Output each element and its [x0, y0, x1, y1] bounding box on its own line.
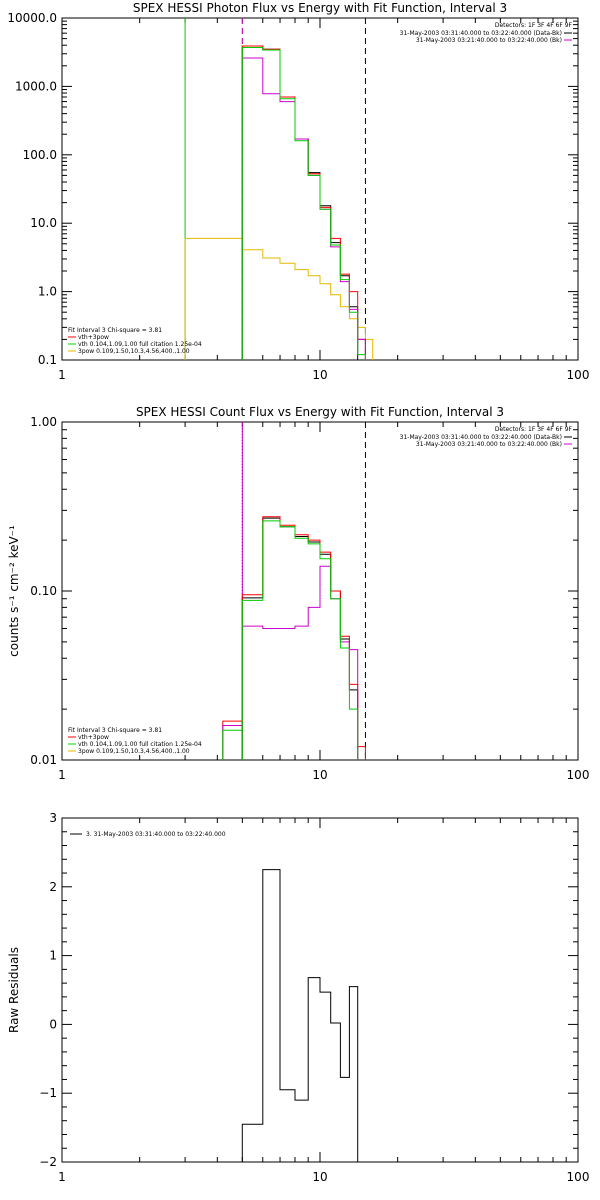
series-step	[241, 869, 366, 1163]
legend-entry: vth 0.104,1.09,1.00 full citation 1.25e-…	[78, 741, 202, 748]
y-tick-label: 1000.0	[15, 79, 57, 93]
x-tick-label: 100	[567, 768, 590, 782]
y-tick-label: 0.10	[30, 584, 57, 598]
y-tick-label: 10000.0	[7, 11, 57, 25]
y-tick-label: 3	[49, 811, 57, 825]
series-step	[241, 565, 359, 760]
series-step	[241, 45, 359, 360]
series-step	[241, 517, 359, 760]
legend-entry: vth+3pow	[78, 734, 109, 741]
legend-entry: 3pow 0.109,1.50,10.3,4.56,400.,1.00	[78, 748, 190, 755]
series-step	[222, 720, 243, 760]
y-tick-label: −2	[39, 1155, 57, 1169]
series-step	[241, 520, 359, 760]
x-tick-label: 1	[58, 368, 66, 382]
legend-entry: 3pow 0.109,1.50,10.3,4.56,400.,1.00	[78, 348, 190, 355]
series-step	[241, 47, 366, 360]
info-entry: 31-May-2003 03:31:40.000 to 03:22:40.000…	[400, 434, 562, 441]
series-step	[184, 237, 374, 360]
info-entry: 31-May-2003 03:21:40.000 to 03:22:40.000…	[416, 37, 562, 44]
detectors-label: Detectors: 1F 3F 4F 6F 9F	[495, 22, 573, 29]
x-tick-label: 1	[58, 1170, 66, 1184]
panel-2: SPEX HESSI Count Flux vs Energy with Fit…	[7, 405, 589, 782]
y-tick-label: 1	[49, 949, 57, 963]
detectors-label: Detectors: 1F 3F 4F 6F 9F	[495, 426, 573, 433]
y-tick-label: 0.01	[30, 753, 57, 767]
y-axis-label: Raw Residuals	[7, 947, 21, 1033]
x-tick-label: 100	[567, 368, 590, 382]
legend-entry: Fit Interval 3 Chi-square = 3.81	[68, 727, 162, 734]
chart-title: SPEX HESSI Photon Flux vs Energy with Fi…	[133, 1, 507, 15]
series-step	[241, 45, 366, 360]
y-tick-label: 0.1	[38, 353, 57, 367]
y-tick-label: 1.0	[38, 285, 57, 299]
info-entry: 31-May-2003 03:21:40.000 to 03:22:40.000…	[416, 441, 562, 448]
x-tick-label: 10	[312, 768, 327, 782]
y-tick-label: 2	[49, 880, 57, 894]
series-step	[241, 516, 366, 760]
series-step	[222, 729, 243, 760]
info-entry: 31-May-2003 03:31:40.000 to 03:22:40.000…	[400, 30, 562, 37]
panel-1: SPEX HESSI Photon Flux vs Energy with Fi…	[7, 1, 589, 382]
legend-entry: vth 0.104,1.09,1.00 full citation 1.25e-…	[78, 341, 202, 348]
series-step	[241, 57, 366, 360]
y-tick-label: 100.0	[23, 148, 57, 162]
legend-entry: vth+3pow	[78, 334, 109, 341]
x-tick-label: 1	[58, 768, 66, 782]
legend-entry: Fit Interval 3 Chi-square = 3.81	[68, 327, 162, 334]
y-tick-label: 1.00	[30, 415, 57, 429]
y-tick-label: 0	[49, 1017, 57, 1031]
x-tick-label: 100	[567, 1170, 590, 1184]
chart-title: SPEX HESSI Count Flux vs Energy with Fit…	[136, 405, 504, 419]
x-tick-label: 10	[312, 1170, 327, 1184]
y-tick-label: 10.0	[30, 216, 57, 230]
x-tick-label: 10	[312, 368, 327, 382]
y-tick-label: −1	[39, 1086, 57, 1100]
legend-entry: 3. 31-May-2003 03:31:40.000 to 03:22:40.…	[86, 831, 226, 838]
y-axis-label: counts s⁻¹ cm⁻² keV⁻¹	[7, 525, 21, 657]
